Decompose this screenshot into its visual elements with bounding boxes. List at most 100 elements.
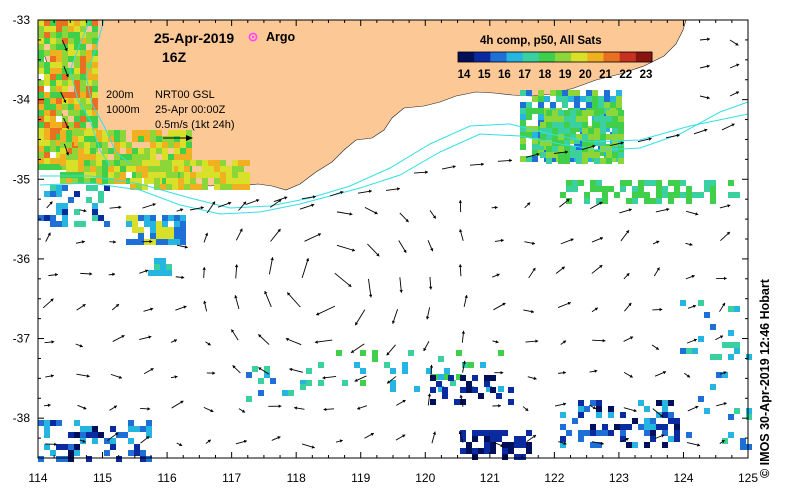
sst-pixel [560,436,566,442]
sst-pixel [92,438,98,444]
sst-pixel [618,134,624,140]
sst-pixel [166,264,172,270]
argo-label: Argo [266,30,296,44]
sst-pixel [480,362,486,368]
sst-pixel [160,160,166,166]
sst-pixel [56,444,62,450]
sst-pixel [596,412,602,418]
sst-pixel [104,221,110,227]
sst-pixel [644,198,650,204]
sst-pixel [208,172,214,178]
sst-pixel [44,128,50,134]
sst-pixel [232,160,238,166]
sst-pixel [98,191,104,197]
sst-pixel [336,350,342,356]
sst-pixel [564,152,570,158]
sst-pixel [156,136,162,142]
argo-marker-dot [252,36,254,38]
sst-pixel [44,420,50,426]
sst-pixel [570,146,576,152]
sst-pixel [490,448,496,454]
sst-pixel [154,160,160,166]
sst-pixel [80,86,86,92]
sst-pixel [38,215,44,221]
sst-pixel [62,62,68,68]
sst-pixel [502,454,508,460]
sst-pixel [184,166,190,172]
sst-pixel [602,424,608,430]
sst-pixel [180,221,186,227]
sst-pixel [668,400,674,406]
sst-pixel [120,172,126,178]
sst-pixel [62,215,68,221]
sst-pixel [84,130,90,136]
sst-pixel [146,426,152,432]
sst-pixel [50,62,56,68]
sst-pixel [74,444,80,450]
sst-pixel [60,178,66,184]
sst-pixel [92,20,98,26]
sst-pixel [704,180,710,186]
sst-pixel [244,160,250,166]
sst-pixel [86,197,92,203]
sst-pixel [456,350,462,356]
sst-pixel [110,426,116,432]
sst-pixel [584,430,590,436]
sst-pixel [74,221,80,227]
sst-pixel [126,148,132,154]
sst-pixel [300,384,306,390]
sst-pixel [150,142,156,148]
sst-pixel [520,120,526,126]
sst-pixel [454,399,460,405]
sst-pixel [44,32,50,38]
sst-pixel [484,448,490,454]
lon-tick-label: 122 [544,471,564,485]
sst-pixel [728,432,734,438]
colorbar-tick-label: 16 [498,69,511,81]
sst-pixel [72,136,78,142]
sst-pixel [74,74,80,80]
sst-pixel [220,166,226,172]
sst-pixel [38,140,44,146]
sst-pixel [582,110,588,116]
sst-pixel [502,448,508,454]
sst-pixel [134,444,140,450]
sst-pixel [710,198,716,204]
lon-tick-label: 125 [738,471,758,485]
sst-pixel [138,233,144,239]
sst-pixel [128,426,134,432]
sst-pixel [168,142,174,148]
sst-pixel [644,442,650,448]
sst-pixel [150,227,156,233]
sst-pixel [632,418,638,424]
lon-tick-label: 120 [415,471,435,485]
sst-pixel [154,258,160,264]
sst-pixel [626,180,632,186]
sst-pixel [50,134,56,140]
sst-pixel [544,96,550,102]
sst-pixel [50,50,56,56]
sst-pixel [96,166,102,172]
sst-pixel [562,96,568,102]
sst-pixel [162,239,168,245]
sst-pixel [588,152,594,158]
lat-tick-label: -37 [13,332,31,346]
sst-pixel [68,44,74,50]
sst-pixel [150,221,156,227]
sst-pixel [202,160,208,166]
sst-pixel [244,178,250,184]
sst-pixel [74,432,80,438]
sst-pixel [508,399,514,405]
sst-pixel [638,192,644,198]
sst-pixel [746,354,752,360]
sst-pixel [704,408,710,414]
sst-pixel [572,186,578,192]
sst-pixel [594,140,600,146]
sst-pixel [698,300,704,306]
sst-pixel [540,134,546,140]
sst-pixel [208,160,214,166]
sst-pixel [162,136,168,142]
sst-pixel [438,356,444,362]
sst-pixel [62,456,68,462]
sst-pixel [620,412,626,418]
